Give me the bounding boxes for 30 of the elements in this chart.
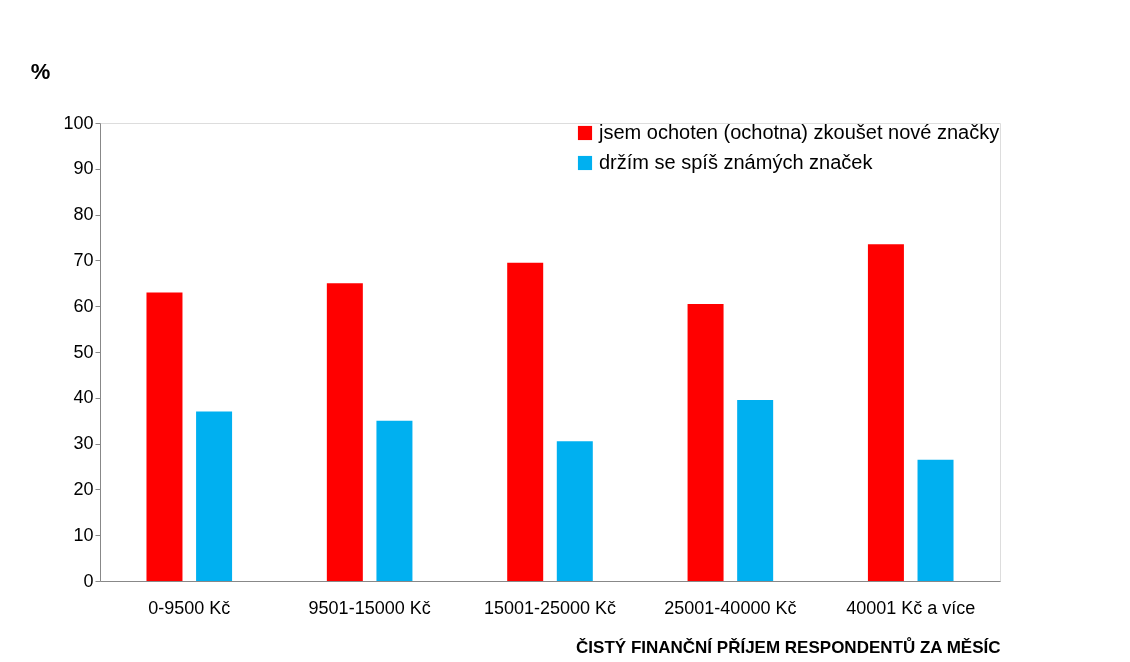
x-tick-label: 25001-40000 Kč <box>664 597 797 618</box>
y-tick-label: 10 <box>73 524 94 545</box>
bar <box>867 244 904 581</box>
x-tick-label: 0-9500 Kč <box>148 597 231 618</box>
bar <box>507 262 544 581</box>
x-tick-label: 40001 Kč a více <box>846 597 976 618</box>
bar <box>687 303 724 581</box>
y-tick-label: 0 <box>83 570 94 591</box>
legend-label: jsem ochoten (ochotna) zkoušet nové značky <box>598 121 1000 143</box>
x-tick-label: 15001-25000 Kč <box>483 597 617 618</box>
bar <box>376 420 413 581</box>
y-tick-label: 30 <box>73 433 94 454</box>
bar <box>146 292 183 581</box>
bar <box>737 400 774 581</box>
y-tick-label: 100 <box>63 112 94 133</box>
y-tick-label: 60 <box>73 295 94 316</box>
y-tick-label: 90 <box>73 158 94 179</box>
x-tick-label: 9501-15000 Kč <box>308 597 431 618</box>
y-tick-label: 50 <box>73 341 94 362</box>
bar <box>326 283 363 581</box>
y-axis-title: % <box>30 58 51 84</box>
bar <box>196 411 233 581</box>
y-tick-label: 40 <box>73 387 94 408</box>
y-tick-label: 80 <box>73 204 94 225</box>
y-tick-label: 20 <box>73 478 94 499</box>
bar <box>917 459 954 581</box>
y-tick-label: 70 <box>73 249 94 270</box>
legend-label: držím se spíš známých značek <box>599 151 874 173</box>
bar <box>556 441 593 581</box>
x-axis-title: ČISTÝ FINANČNÍ PŘÍJEM RESPONDENTŮ ZA MĚSÍC <box>576 636 1001 657</box>
